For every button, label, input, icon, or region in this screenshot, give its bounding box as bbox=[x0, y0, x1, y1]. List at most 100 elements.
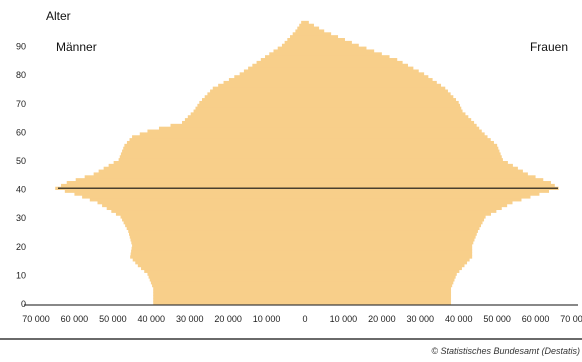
bar-maenner-age-95 bbox=[295, 29, 305, 33]
bar-maenner-age-7 bbox=[150, 281, 305, 285]
bar-frauen-age-37 bbox=[305, 195, 531, 199]
bar-maenner-age-55 bbox=[124, 143, 305, 148]
bar-frauen-age-76 bbox=[305, 83, 442, 88]
bar-frauen-age-12 bbox=[305, 266, 462, 271]
bar-maenner-age-9 bbox=[148, 275, 305, 279]
bar-maenner-age-50 bbox=[118, 158, 305, 162]
bar-maenner-age-4 bbox=[153, 289, 305, 293]
bar-maenner-age-47 bbox=[103, 166, 306, 170]
bar-maenner-age-69 bbox=[197, 103, 305, 108]
y-tick-50: 50 bbox=[16, 156, 26, 166]
bar-frauen-age-28 bbox=[305, 221, 483, 225]
bar-frauen-age-43 bbox=[305, 178, 544, 182]
bar-maenner-age-54 bbox=[123, 146, 306, 150]
bar-frauen-age-2 bbox=[305, 295, 452, 299]
bar-frauen-age-97 bbox=[305, 23, 314, 27]
bar-maenner-age-85 bbox=[260, 58, 305, 62]
bar-maenner-age-20 bbox=[132, 243, 305, 248]
bar-maenner-age-79 bbox=[234, 75, 305, 79]
bar-maenner-age-84 bbox=[256, 60, 305, 65]
bar-frauen-age-72 bbox=[305, 95, 454, 99]
bar-frauen-age-25 bbox=[305, 229, 478, 233]
bar-frauen-age-92 bbox=[305, 38, 345, 42]
bar-frauen-age-84 bbox=[305, 60, 403, 65]
y-tick-70: 70 bbox=[16, 99, 26, 109]
bar-frauen-age-94 bbox=[305, 32, 332, 36]
bar-frauen-age-13 bbox=[305, 263, 465, 268]
bar-maenner-age-61 bbox=[158, 126, 305, 130]
bar-frauen-age-68 bbox=[305, 106, 462, 110]
bar-frauen-age-80 bbox=[305, 72, 425, 76]
bar-frauen-age-17 bbox=[305, 252, 473, 256]
bar-maenner-age-39 bbox=[64, 189, 305, 193]
bar-maenner-age-10 bbox=[147, 272, 305, 276]
series-label-frauen: Frauen bbox=[530, 40, 568, 54]
bar-maenner-age-8 bbox=[149, 278, 305, 282]
bar-maenner-age-77 bbox=[223, 80, 305, 85]
bar-frauen-age-4 bbox=[305, 289, 452, 293]
y-axis-title: Alter bbox=[46, 9, 71, 23]
bar-frauen-age-51 bbox=[305, 155, 502, 159]
bar-maenner-age-67 bbox=[193, 109, 305, 113]
bar-frauen-age-82 bbox=[305, 66, 414, 70]
bar-frauen-age-85 bbox=[305, 58, 398, 62]
bar-maenner-age-13 bbox=[137, 263, 305, 268]
bar-frauen-age-64 bbox=[305, 118, 472, 122]
bar-frauen-age-14 bbox=[305, 261, 468, 265]
bar-frauen-age-1 bbox=[305, 298, 452, 302]
bar-maenner-age-74 bbox=[210, 89, 305, 93]
bar-frauen-age-86 bbox=[305, 55, 390, 59]
bar-maenner-age-22 bbox=[130, 238, 305, 242]
bar-maenner-age-83 bbox=[252, 63, 305, 68]
bar-frauen-age-27 bbox=[305, 223, 482, 228]
bar-maenner-age-51 bbox=[119, 155, 305, 159]
bar-frauen-age-73 bbox=[305, 92, 451, 96]
y-tick-labels: 0 10 20 30 40 50 60 70 80 90 bbox=[16, 42, 26, 309]
bar-frauen-age-58 bbox=[305, 135, 488, 139]
bar-maenner-age-18 bbox=[131, 249, 305, 253]
bar-maenner-age-59 bbox=[139, 132, 305, 136]
bar-maenner-age-53 bbox=[122, 149, 305, 153]
bar-frauen-age-61 bbox=[305, 126, 480, 130]
bar-frauen-age-67 bbox=[305, 109, 463, 113]
x-tick-4: 30 000 bbox=[176, 314, 204, 324]
bar-maenner-age-38 bbox=[74, 192, 305, 196]
bar-frauen-age-32 bbox=[305, 209, 497, 213]
bar-maenner-age-48 bbox=[108, 163, 305, 168]
bar-maenner-age-36 bbox=[89, 198, 305, 202]
bar-frauen-age-34 bbox=[305, 203, 508, 208]
bar-frauen-age-65 bbox=[305, 115, 469, 119]
bar-maenner-age-26 bbox=[126, 226, 305, 231]
bar-frauen-age-26 bbox=[305, 226, 480, 231]
bar-maenner-age-6 bbox=[152, 283, 305, 288]
bar-frauen-age-59 bbox=[305, 132, 485, 136]
bar-frauen-age-88 bbox=[305, 49, 375, 53]
bar-frauen-age-21 bbox=[305, 241, 474, 245]
bar-maenner-age-63 bbox=[182, 120, 305, 125]
bar-maenner-age-32 bbox=[111, 209, 305, 213]
bar-maenner-age-31 bbox=[115, 212, 305, 216]
x-tick-14: 70 000 bbox=[560, 314, 582, 324]
bar-frauen-age-6 bbox=[305, 283, 453, 288]
y-tick-20: 20 bbox=[16, 242, 26, 252]
bar-maenner-age-88 bbox=[273, 49, 305, 53]
bar-frauen-age-90 bbox=[305, 43, 359, 47]
bar-frauen-age-36 bbox=[305, 198, 522, 202]
x-tick-10: 30 000 bbox=[407, 314, 435, 324]
bar-maenner-age-25 bbox=[128, 229, 305, 233]
y-tick-30: 30 bbox=[16, 213, 26, 223]
bar-frauen-age-29 bbox=[305, 218, 485, 222]
bar-frauen-age-44 bbox=[305, 175, 536, 179]
x-tick-9: 20 000 bbox=[368, 314, 396, 324]
bar-frauen-age-77 bbox=[305, 80, 437, 85]
bar-maenner-age-12 bbox=[141, 266, 305, 271]
x-tick-3: 40 000 bbox=[138, 314, 166, 324]
y-tick-0: 0 bbox=[21, 299, 26, 309]
bar-maenner-age-49 bbox=[113, 161, 305, 165]
bar-frauen-age-22 bbox=[305, 238, 475, 242]
bar-maenner-age-97 bbox=[299, 23, 305, 27]
bar-frauen-age-3 bbox=[305, 292, 452, 296]
bar-maenner-age-75 bbox=[212, 86, 305, 90]
bar-maenner-age-56 bbox=[126, 140, 305, 145]
